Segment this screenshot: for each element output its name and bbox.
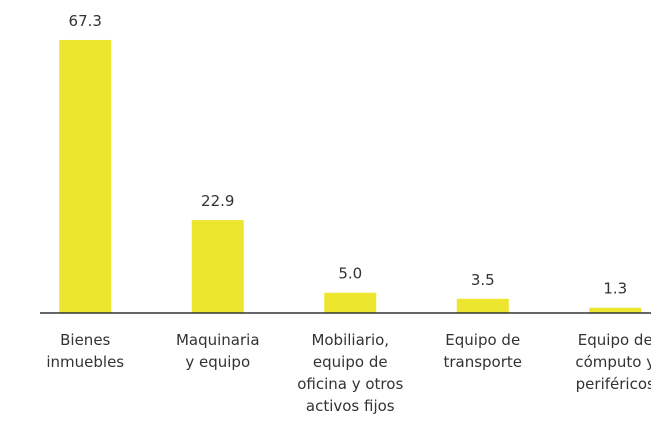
x-tick-label: Equipo de cómputo y periféricos xyxy=(575,331,651,393)
bar xyxy=(589,307,642,313)
value-label: 3.5 xyxy=(471,271,495,289)
x-tick-label: Bienes inmuebles xyxy=(46,331,125,371)
x-tick-label: Mobiliario, equipo de oficina y otros ac… xyxy=(297,331,404,415)
bar xyxy=(59,39,112,313)
bar xyxy=(324,292,377,313)
value-label: 22.9 xyxy=(201,192,234,210)
x-tick-label: Maquinaria y equipo xyxy=(175,331,260,371)
bar xyxy=(456,298,509,313)
value-label: 1.3 xyxy=(603,280,627,298)
x-tick-label: Equipo de transporte xyxy=(443,331,523,371)
value-label: 5.0 xyxy=(338,265,362,283)
value-label: 67.3 xyxy=(69,12,102,30)
bar xyxy=(191,220,244,313)
